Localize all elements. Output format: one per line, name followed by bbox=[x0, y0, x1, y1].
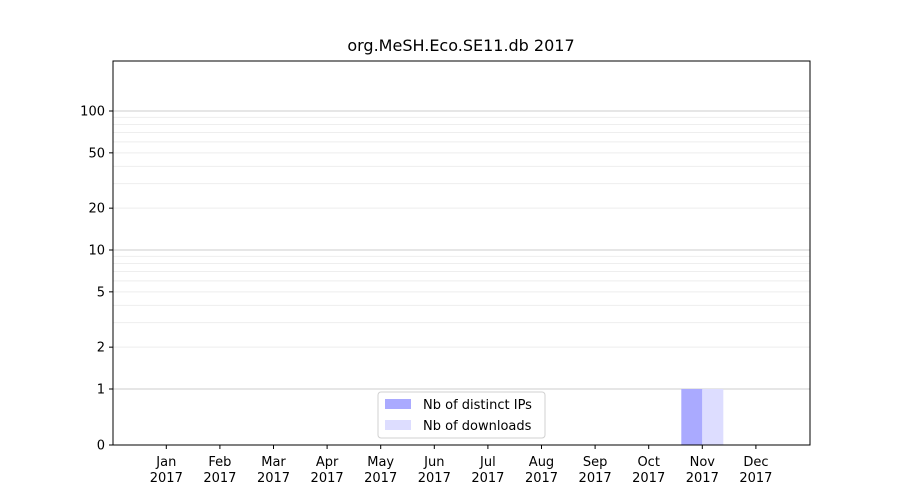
legend-label-distinct-ips: Nb of distinct IPs bbox=[423, 398, 532, 413]
x-tick-label-month: Aug bbox=[529, 455, 554, 470]
x-tick-label-year: 2017 bbox=[257, 471, 290, 486]
x-tick-label-year: 2017 bbox=[632, 471, 665, 486]
x-tick-label-month: Jan bbox=[155, 455, 176, 470]
chart-title: org.MeSH.Eco.SE11.db 2017 bbox=[347, 36, 574, 55]
x-tick-label-year: 2017 bbox=[418, 471, 451, 486]
x-tick-label-year: 2017 bbox=[579, 471, 612, 486]
x-tick-label-month: May bbox=[367, 455, 394, 470]
x-tick-label-year: 2017 bbox=[471, 471, 504, 486]
plot-frame bbox=[112, 60, 811, 446]
legend-swatch-distinct-ips bbox=[385, 399, 411, 409]
legend-swatch-downloads bbox=[385, 420, 411, 430]
x-tick-label-month: Mar bbox=[261, 455, 286, 470]
x-tick-label-month: Nov bbox=[690, 455, 716, 470]
y-tick-label: 100 bbox=[80, 105, 105, 120]
x-axis: Jan2017Feb2017Mar2017Apr2017May2017Jun20… bbox=[150, 445, 772, 486]
y-tick-label: 5 bbox=[97, 285, 105, 300]
y-tick-label: 0 bbox=[97, 439, 105, 454]
y-tick-label: 10 bbox=[88, 244, 105, 259]
legend: Nb of distinct IPs Nb of downloads bbox=[377, 391, 546, 439]
x-tick-label-year: 2017 bbox=[525, 471, 558, 486]
y-axis: 0 1 2 5 10 20 50 100 bbox=[80, 105, 113, 454]
x-tick-label-month: Sep bbox=[583, 455, 608, 470]
x-tick-label-month: Jun bbox=[423, 455, 444, 470]
x-tick-label-month: Feb bbox=[208, 455, 231, 470]
x-tick-label-year: 2017 bbox=[150, 471, 183, 486]
y-tick-label: 50 bbox=[88, 146, 105, 161]
bar-downloads bbox=[702, 389, 724, 445]
x-tick-label-month: Jul bbox=[479, 455, 496, 470]
y-tick-label: 1 bbox=[97, 383, 105, 398]
x-tick-label-month: Dec bbox=[743, 455, 768, 470]
bars bbox=[681, 389, 724, 445]
x-tick-label-year: 2017 bbox=[686, 471, 719, 486]
x-tick-label-month: Oct bbox=[637, 455, 659, 470]
y-tick-label: 2 bbox=[97, 341, 105, 356]
y-tick-label: 20 bbox=[88, 202, 105, 217]
legend-frame bbox=[377, 391, 546, 439]
x-tick-label-month: Apr bbox=[316, 455, 339, 470]
legend-label-downloads: Nb of downloads bbox=[423, 419, 532, 434]
bar-distinct-ips bbox=[681, 389, 703, 445]
x-tick-label-year: 2017 bbox=[203, 471, 236, 486]
x-tick-label-year: 2017 bbox=[739, 471, 772, 486]
x-tick-label-year: 2017 bbox=[364, 471, 397, 486]
x-tick-label-year: 2017 bbox=[311, 471, 344, 486]
grid bbox=[113, 110, 810, 390]
